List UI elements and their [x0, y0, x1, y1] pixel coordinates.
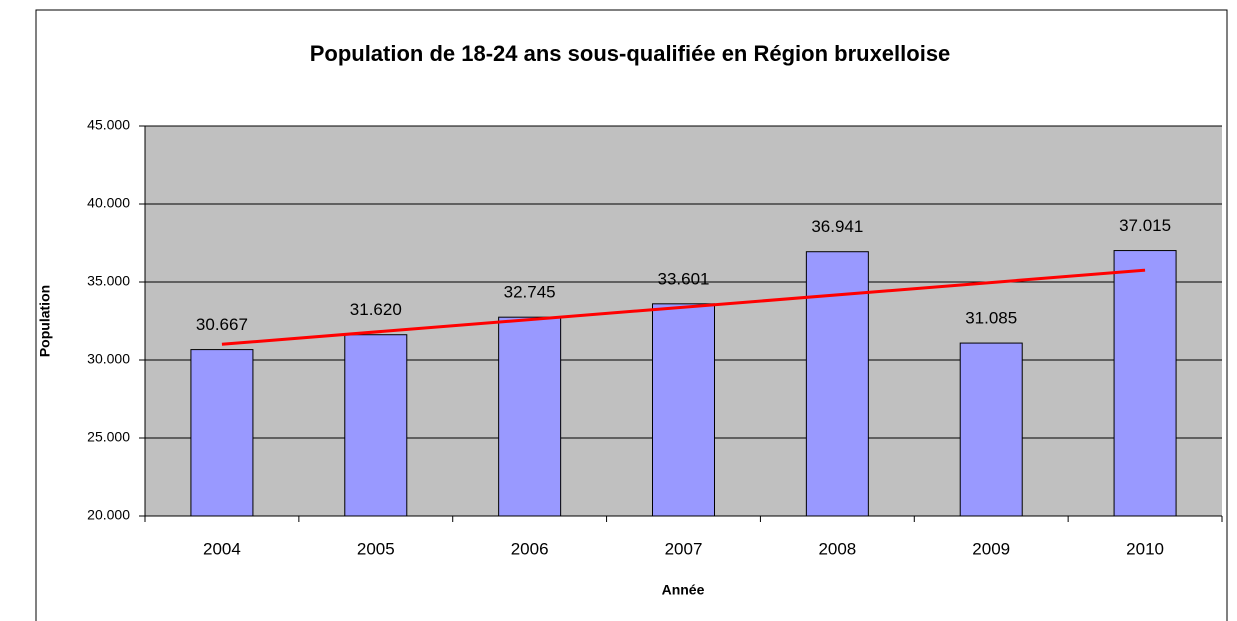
bar — [959, 342, 1023, 517]
value-label: 37.015 — [1119, 216, 1171, 235]
value-label: 32.745 — [504, 283, 556, 302]
x-tick-label: 2010 — [1126, 539, 1164, 558]
value-label: 31.085 — [965, 309, 1017, 328]
bar — [805, 251, 869, 517]
bar — [652, 303, 715, 517]
x-tick-label: 2009 — [972, 539, 1010, 558]
y-axis-title: Population — [37, 285, 53, 357]
bar — [498, 316, 562, 517]
x-tick-label: 2005 — [357, 539, 395, 558]
y-tick-label: 35.000 — [87, 273, 130, 289]
y-tick-label: 30.000 — [87, 351, 130, 367]
bar — [190, 349, 254, 517]
chart-title: Population de 18-24 ans sous-qualifiée e… — [310, 41, 951, 66]
y-tick-label: 25.000 — [87, 429, 130, 445]
value-label: 33.601 — [658, 269, 710, 288]
x-tick-label: 2008 — [818, 539, 856, 558]
bar — [1113, 250, 1177, 517]
value-label: 31.620 — [350, 300, 402, 319]
trendline — [221, 268, 1146, 346]
x-tick-label: 2007 — [665, 539, 703, 558]
y-tick-label: 45.000 — [87, 117, 130, 133]
x-axis-title: Année — [662, 582, 705, 598]
value-label: 30.667 — [196, 315, 248, 334]
y-tick-label: 20.000 — [87, 507, 130, 523]
bar — [344, 334, 408, 517]
value-label: 36.941 — [811, 217, 863, 236]
x-tick-label: 2004 — [203, 539, 241, 558]
y-tick-label: 40.000 — [87, 195, 130, 211]
x-tick-label: 2006 — [511, 539, 549, 558]
